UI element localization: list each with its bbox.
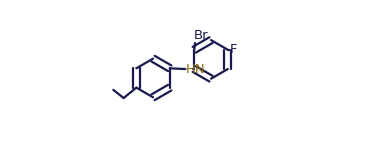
Text: HN: HN (186, 63, 206, 76)
Text: Br: Br (194, 28, 208, 42)
Text: F: F (230, 43, 238, 56)
